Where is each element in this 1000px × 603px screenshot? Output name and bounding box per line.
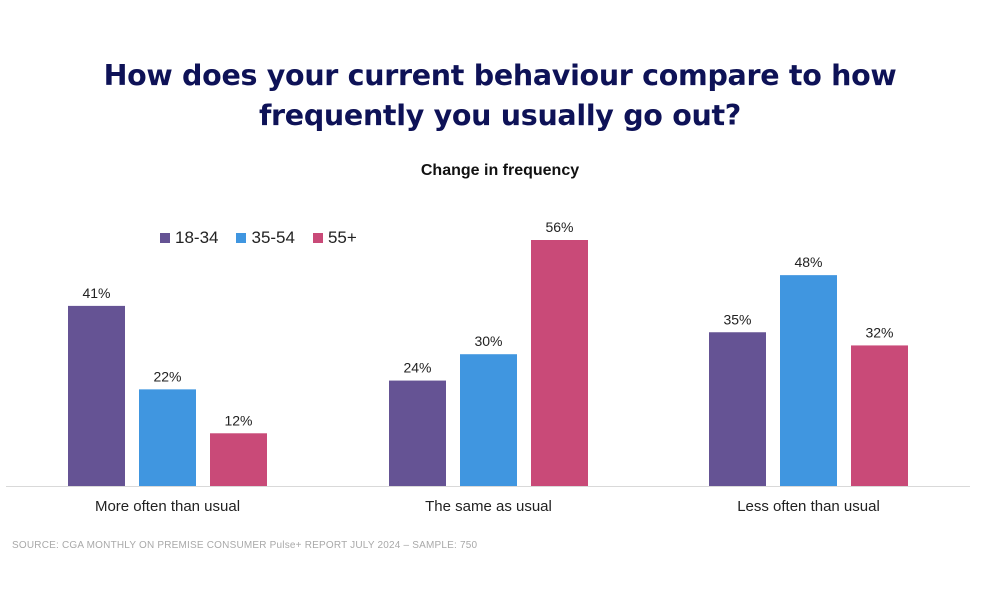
legend-swatch-55-plus xyxy=(312,233,323,243)
legend-item-35-54: 35-54 xyxy=(236,228,295,248)
data-label: 30% xyxy=(474,333,502,349)
category-label: The same as usual xyxy=(425,498,552,515)
bar-35-54-3 xyxy=(780,275,837,486)
bar-18-34-1 xyxy=(68,305,125,486)
bar-18-34-2 xyxy=(389,380,446,486)
data-label: 24% xyxy=(403,360,431,376)
data-label: 48% xyxy=(794,254,822,270)
bar-35-54-1 xyxy=(139,389,196,486)
legend: 18-34 35-54 55+ xyxy=(160,228,375,248)
legend-swatch-35-54 xyxy=(236,233,247,243)
data-label: 32% xyxy=(865,324,893,340)
legend-item-18-34: 18-34 xyxy=(160,228,218,248)
bar-55-plus-3 xyxy=(851,345,908,486)
chart-title: How does your current behaviour compare … xyxy=(0,56,1000,136)
legend-swatch-18-34 xyxy=(160,233,170,243)
legend-label-55-plus: 55+ xyxy=(327,228,357,247)
chart-title-line-2: frequently you usually go out? xyxy=(258,99,742,132)
bar-18-34-3 xyxy=(709,332,766,486)
data-label: 12% xyxy=(224,412,252,428)
category-label: Less often than usual xyxy=(737,498,880,515)
category-label: More often than usual xyxy=(95,498,240,515)
data-label: 41% xyxy=(82,285,110,301)
bar-35-54-2 xyxy=(460,354,517,486)
bar-55-plus-1 xyxy=(210,433,267,486)
chart-subtitle: Change in frequency xyxy=(420,162,580,179)
data-label: 22% xyxy=(153,368,181,384)
bar-55-plus-2 xyxy=(531,240,588,486)
data-label: 56% xyxy=(545,219,573,235)
chart-title-line-1: How does your current behaviour compare … xyxy=(103,59,897,92)
legend-label-18-34: 18-34 xyxy=(175,228,219,247)
source-note: SOURCE: CGA MONTHLY ON PREMISE CONSUMER … xyxy=(12,540,478,551)
legend-item-55-plus: 55+ xyxy=(312,228,357,248)
legend-label-35-54: 35-54 xyxy=(251,228,295,247)
data-label: 35% xyxy=(723,311,751,327)
